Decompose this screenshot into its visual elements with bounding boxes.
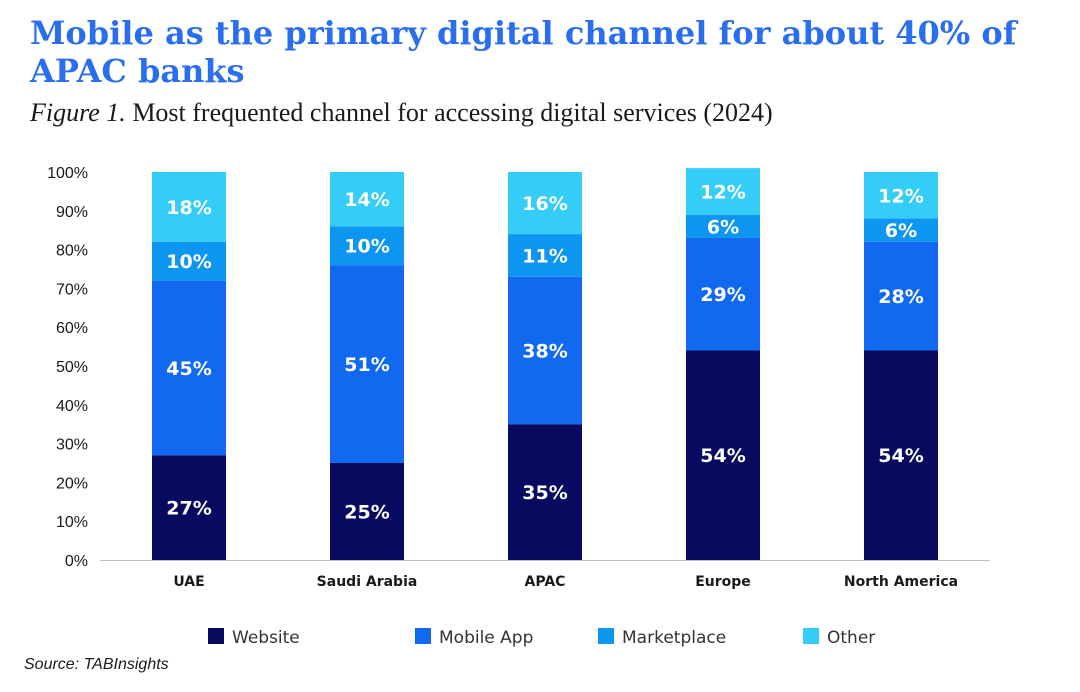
bar-website <box>152 455 226 560</box>
bar-mobile-app <box>686 237 760 351</box>
bar-website <box>864 350 938 560</box>
chart-title: Mobile as the primary digital channel fo… <box>30 14 1017 90</box>
bar-other <box>152 172 226 242</box>
data-label: 12% <box>700 181 745 203</box>
y-tick-label: 50% <box>56 359 88 376</box>
bar-other <box>508 172 582 235</box>
y-tick-label: 20% <box>56 475 88 492</box>
bar-other <box>686 168 760 215</box>
legend-swatch <box>803 628 819 644</box>
bar-other <box>330 172 404 227</box>
chart-subtitle: Figure 1. Most frequented channel for ac… <box>30 98 1060 128</box>
y-tick-label: 30% <box>56 437 88 454</box>
data-label: 35% <box>522 482 567 504</box>
bar-other <box>864 172 938 219</box>
data-label: 45% <box>166 358 211 380</box>
bar-marketplace <box>686 214 760 238</box>
bar-mobile-app <box>864 241 938 351</box>
source-note: Source: TABInsights <box>24 656 169 673</box>
data-label: 54% <box>700 445 745 467</box>
y-tick-label: 90% <box>56 204 88 221</box>
legend-swatch <box>598 628 614 644</box>
y-tick-label: 100% <box>47 165 88 182</box>
legend-swatch <box>208 628 224 644</box>
legend-swatch <box>415 628 431 644</box>
bar-marketplace <box>152 241 226 281</box>
x-tick-label: APAC <box>525 574 566 590</box>
data-label: 11% <box>522 245 567 267</box>
bar-mobile-app <box>152 280 226 456</box>
data-label: 38% <box>522 340 567 362</box>
x-tick-label: Saudi Arabia <box>317 574 418 590</box>
subtitle-text: Most frequented channel for accessing di… <box>132 98 773 127</box>
data-label: 18% <box>166 197 211 219</box>
data-label: 14% <box>344 189 389 211</box>
bar-website <box>330 463 404 560</box>
data-label: 25% <box>344 502 389 524</box>
data-label: 29% <box>700 284 745 306</box>
y-tick-label: 10% <box>56 514 88 531</box>
bar-mobile-app <box>508 276 582 425</box>
figure-number: Figure 1. <box>30 98 126 127</box>
y-tick-label: 70% <box>56 281 88 298</box>
y-tick-label: 40% <box>56 398 88 415</box>
y-tick-label: 0% <box>65 553 88 570</box>
bar-website <box>508 424 582 560</box>
bar-website <box>686 350 760 560</box>
x-tick-label: Europe <box>695 574 751 590</box>
data-label: 51% <box>344 354 389 376</box>
data-label: 10% <box>166 251 211 273</box>
y-tick-label: 80% <box>56 243 88 260</box>
data-label: 10% <box>344 236 389 258</box>
data-label: 6% <box>885 220 917 242</box>
data-label: 6% <box>707 216 739 238</box>
data-label: 12% <box>878 185 923 207</box>
data-label: 54% <box>878 445 923 467</box>
bar-marketplace <box>508 234 582 277</box>
legend-label: Other <box>827 628 875 648</box>
x-tick-label: UAE <box>173 574 204 590</box>
legend-label: Marketplace <box>622 628 726 648</box>
bar-mobile-app <box>330 265 404 463</box>
legend-label: Mobile App <box>439 628 533 648</box>
stacked-bar-chart: 0% 10% 20% 30% 40% 50% 60% 70% 80% 90% 100% 27% 45% 1… <box>47 165 990 648</box>
y-tick-label: 60% <box>56 320 88 337</box>
bar-marketplace <box>864 218 938 242</box>
bar-marketplace <box>330 226 404 266</box>
data-label: 16% <box>522 193 567 215</box>
legend-label: Website <box>232 628 300 648</box>
data-label: 27% <box>166 498 211 520</box>
x-tick-label: North America <box>844 574 958 590</box>
data-label: 28% <box>878 286 923 308</box>
